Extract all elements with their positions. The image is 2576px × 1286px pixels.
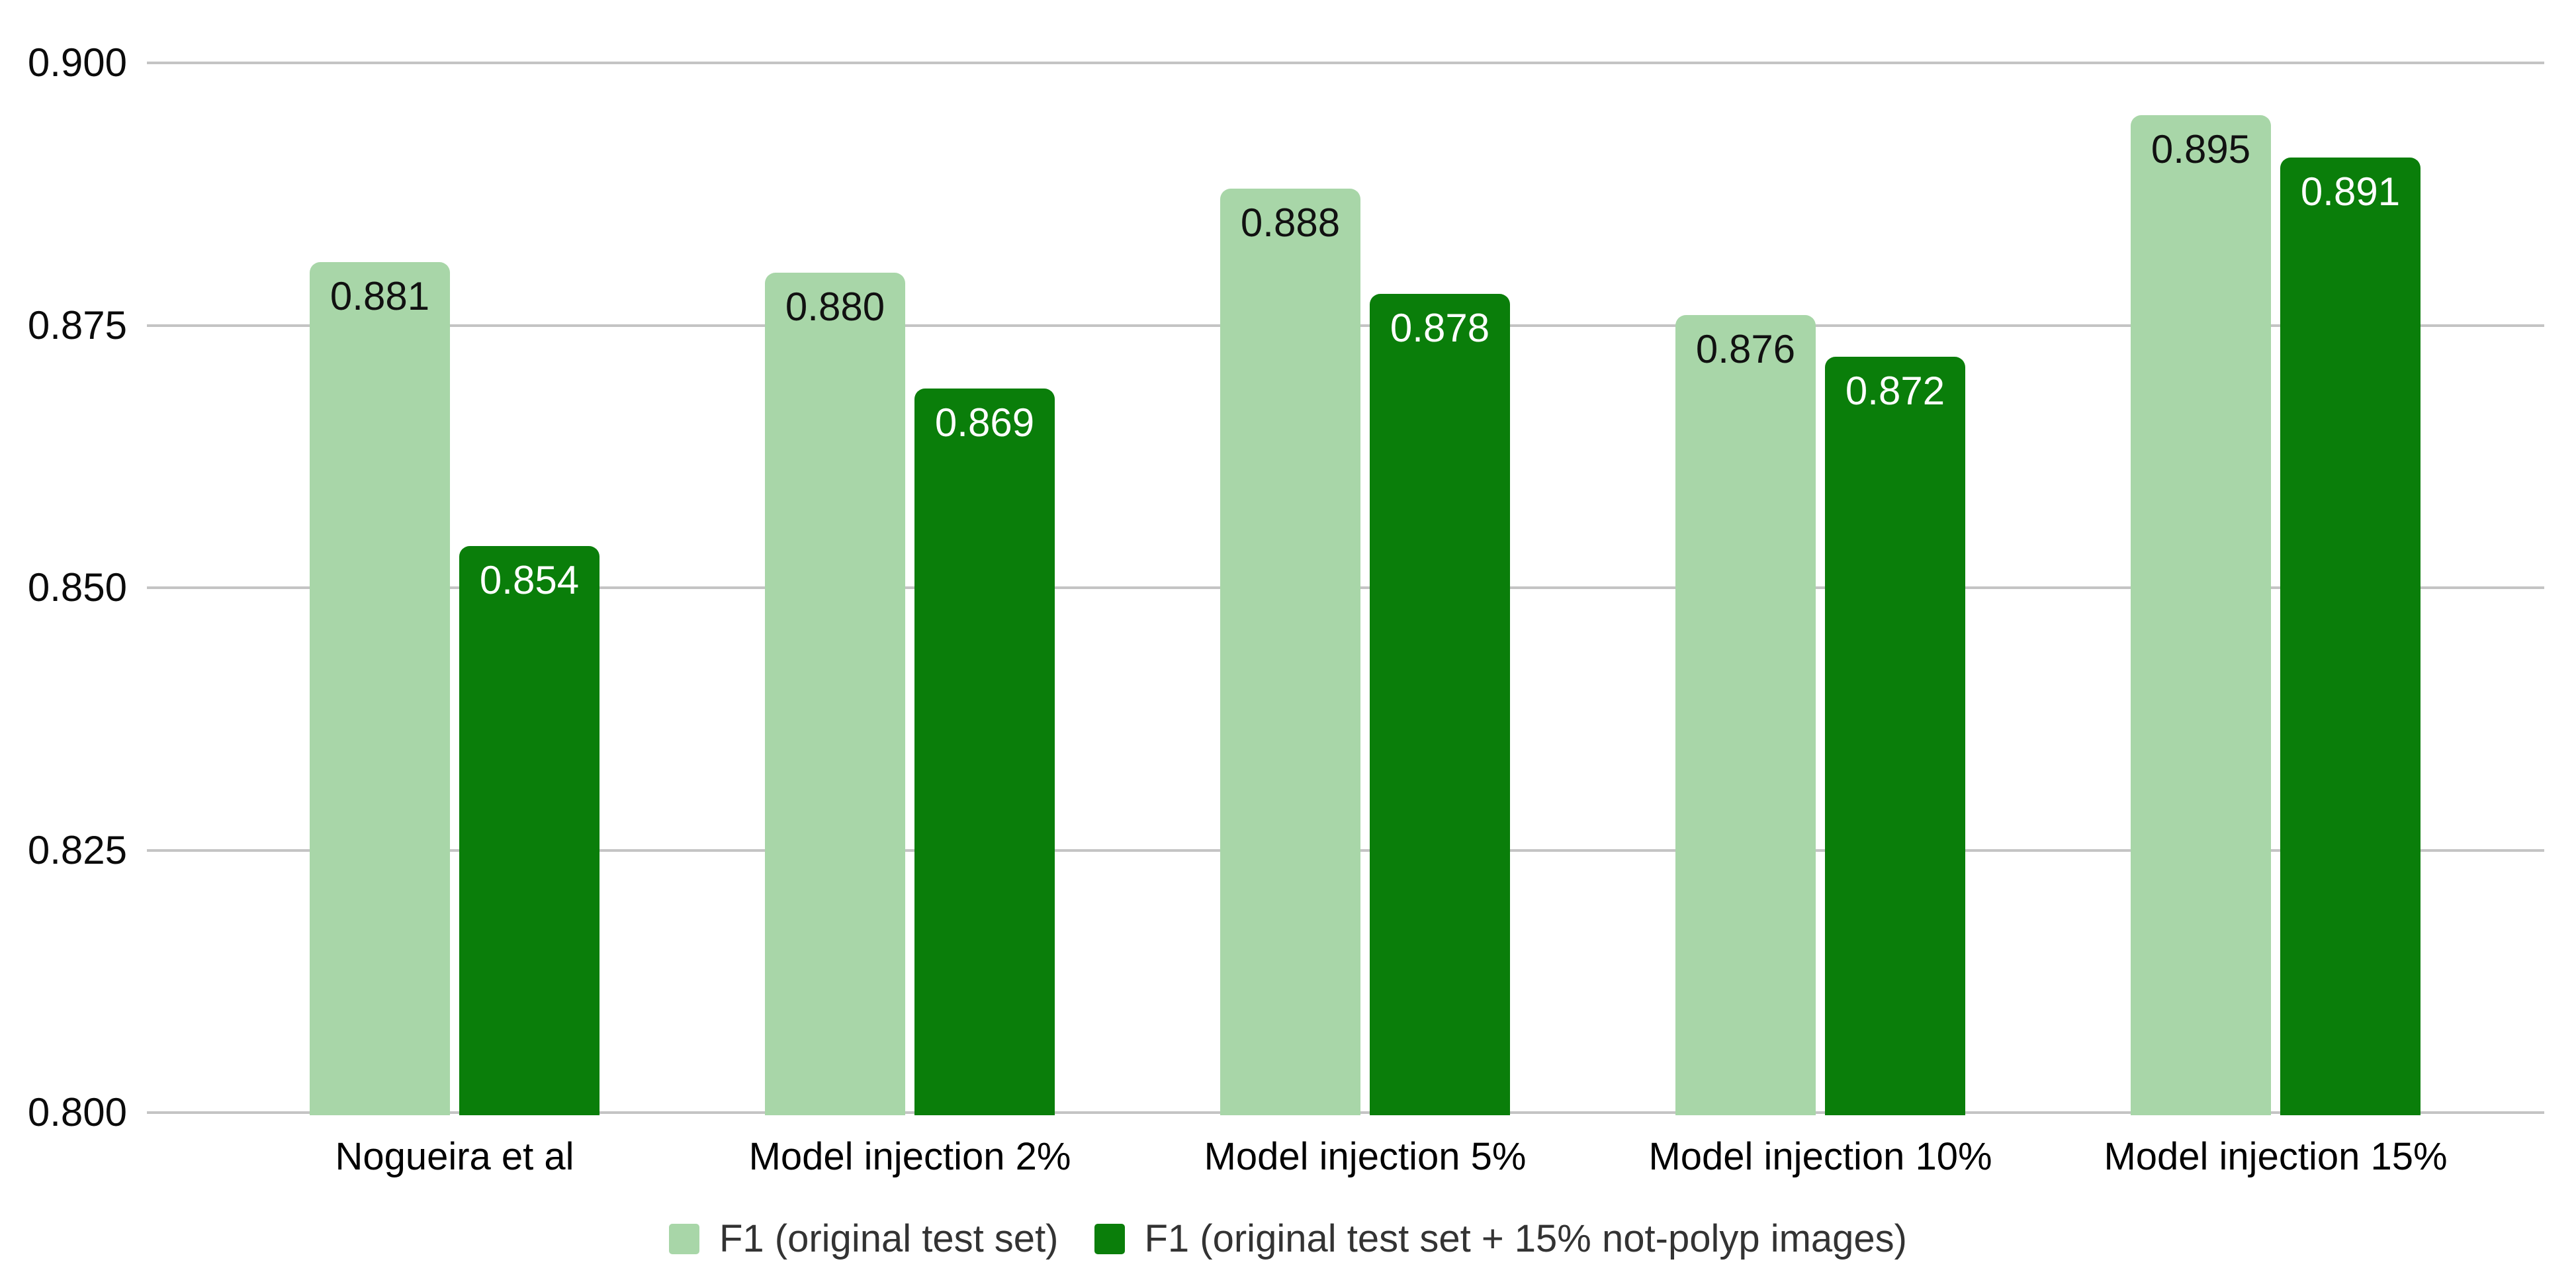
bar-value-label: 0.872 — [1845, 369, 1945, 414]
gridline — [147, 62, 2544, 64]
bar-series-2: 0.872 — [1825, 357, 1965, 1115]
x-axis-label: Model injection 10% — [1648, 1135, 1992, 1178]
bar-series-2: 0.854 — [459, 545, 600, 1115]
legend-label: F1 (original test set) — [719, 1217, 1059, 1260]
bar-series-1: 0.876 — [1675, 314, 1816, 1115]
bar-value-label: 0.880 — [785, 285, 885, 330]
bar-series-2: 0.891 — [2280, 157, 2421, 1115]
legend-label: F1 (original test set + 15% not-polyp im… — [1144, 1217, 1908, 1260]
bar-series-2: 0.869 — [914, 388, 1055, 1115]
legend-swatch — [1094, 1224, 1125, 1254]
bar-value-label: 0.869 — [934, 400, 1035, 445]
legend-item: F1 (original test set + 15% not-polyp im… — [1094, 1217, 1908, 1260]
bar-series-1: 0.895 — [2131, 115, 2271, 1115]
x-axis-label: Model injection 15% — [2104, 1135, 2448, 1178]
y-axis-tick-label: 0.850 — [27, 565, 127, 610]
bar-value-label: 0.888 — [1240, 201, 1341, 246]
legend: F1 (original test set) F1 (original test … — [0, 1218, 2576, 1260]
y-axis-tick-label: 0.800 — [27, 1090, 127, 1134]
bar-series-2: 0.878 — [1370, 293, 1510, 1115]
y-axis-tick-label: 0.900 — [27, 40, 127, 85]
bar-series-1: 0.881 — [310, 262, 450, 1115]
bar-value-label: 0.876 — [1695, 326, 1796, 371]
bar-value-label: 0.854 — [479, 557, 580, 602]
x-axis-label: Model injection 5% — [1204, 1135, 1527, 1178]
bar-value-label: 0.881 — [330, 274, 430, 319]
x-axis-label: Model injection 2% — [748, 1135, 1071, 1178]
legend-swatch — [668, 1224, 699, 1254]
bar-series-1: 0.888 — [1220, 189, 1360, 1115]
bar-value-label: 0.891 — [2300, 169, 2401, 214]
x-axis-label: Nogueira et al — [335, 1135, 574, 1178]
bar-value-label: 0.895 — [2151, 127, 2251, 172]
y-axis-tick-label: 0.875 — [27, 302, 127, 347]
bar-series-1: 0.880 — [765, 273, 905, 1115]
bar-value-label: 0.878 — [1390, 305, 1490, 350]
legend-item: F1 (original test set) — [668, 1217, 1059, 1260]
y-axis-tick-label: 0.825 — [27, 827, 127, 872]
